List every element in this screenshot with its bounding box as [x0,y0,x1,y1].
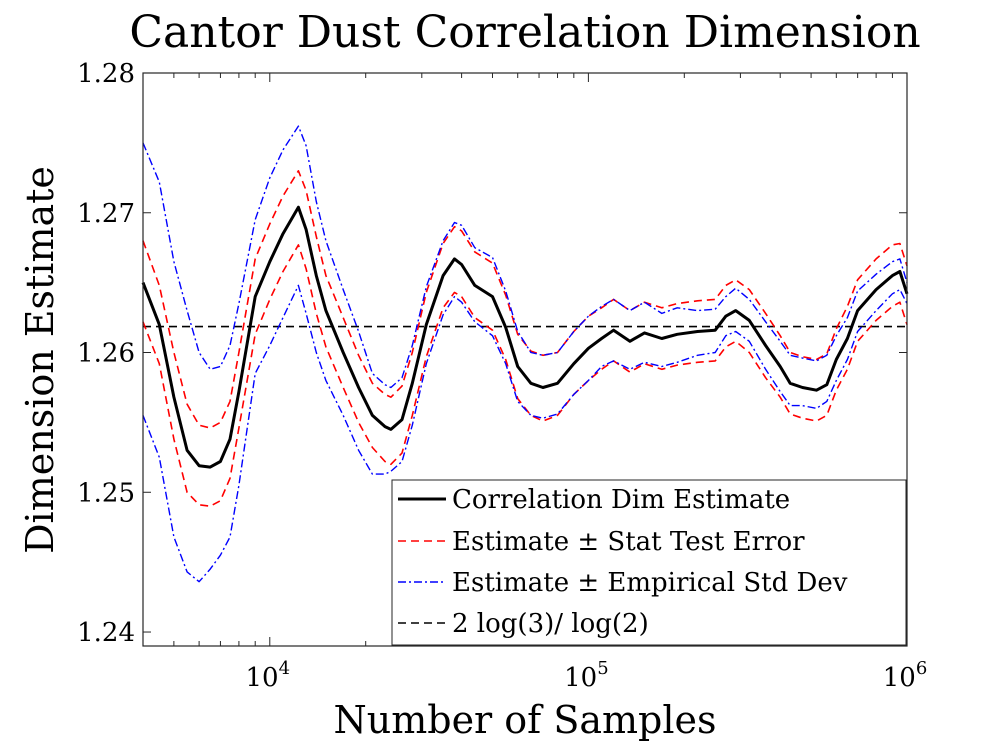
plot-frame [142,72,908,647]
tick-layer: 1.24 1.25 1.26 1.27 1.28 104 105 106 [77,59,927,693]
x-tick-label: 104 [246,658,291,693]
series-1-upper [142,170,908,429]
y-tick-label: 1.27 [77,199,135,229]
legend-label-stat-error: Estimate ± Stat Test Error [452,527,805,557]
series-2-lower [142,284,908,583]
series-0-line [141,205,909,469]
y-axis-label: Dimension Estimate [18,166,62,554]
y-tick-label: 1.26 [77,339,135,369]
chart-title: Cantor Dust Correlation Dimension [129,7,920,58]
legend-label-estimate: Correlation Dim Estimate [452,485,790,515]
x-axis-label: Number of Samples [333,698,716,742]
series-1-lower [142,244,908,507]
legend-box [391,479,907,646]
legend[interactable]: Correlation Dim Estimate Estimate ± Stat… [391,479,907,646]
x-tick-label: 105 [564,658,609,693]
y-tick-label: 1.25 [77,478,135,508]
x-tick-label: 106 [883,658,928,693]
y-tick-label: 1.28 [77,59,135,89]
legend-label-std-dev: Estimate ± Empirical Std Dev [452,568,848,598]
series-layer [141,125,909,583]
series-2-upper [142,125,908,389]
y-tick-label: 1.24 [77,618,135,648]
legend-label-reference: 2 log(3)/ log(2) [452,609,649,639]
